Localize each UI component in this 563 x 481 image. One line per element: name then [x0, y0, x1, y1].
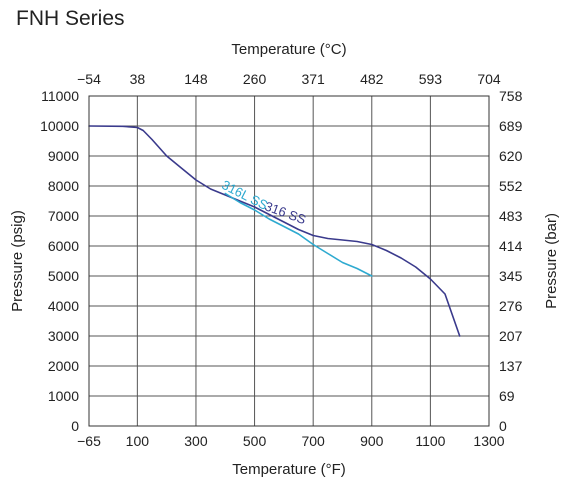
y-tick-label: 10000 [40, 118, 79, 134]
y2-tick-label: 276 [499, 298, 523, 314]
y-tick-label: 5000 [48, 268, 79, 284]
x2-tick-label: 260 [243, 71, 267, 87]
y2-tick-label: 207 [499, 328, 523, 344]
grid [89, 96, 489, 426]
y-tick-label: 0 [71, 418, 79, 434]
y2-axis-label: Pressure (bar) [543, 213, 560, 309]
x2-tick-label: 38 [130, 71, 146, 87]
x-tick-label: 900 [360, 433, 384, 449]
y-tick-label: 6000 [48, 238, 79, 254]
x2-tick-label: 148 [184, 71, 208, 87]
y-tick-label: 11000 [41, 88, 79, 104]
y2-tick-label: 552 [499, 178, 523, 194]
y-tick-label: 2000 [48, 358, 79, 374]
x-tick-label: −65 [77, 433, 101, 449]
x-axis-label: Temperature (°F) [232, 461, 346, 478]
x-tick-label: 300 [184, 433, 208, 449]
y-tick-label: 1000 [48, 388, 79, 404]
y2-tick-label: 69 [499, 388, 515, 404]
x2-tick-label: 371 [301, 71, 325, 87]
series-line-316-ss [88, 125, 461, 337]
x-tick-label: 1100 [415, 433, 445, 449]
y-axis-label: Pressure (psig) [9, 210, 26, 312]
x-tick-label: 700 [301, 433, 325, 449]
y2-tick-label: 758 [499, 88, 523, 104]
x2-axis-label: Temperature (°C) [231, 41, 346, 58]
x2-tick-label: 482 [360, 71, 384, 87]
tick-labels: −65 −54 100 38 300 148 500 260 700 371 900 482 1100 5… [40, 71, 523, 449]
y-tick-label: 4000 [48, 298, 79, 314]
chart-title: FNH Series [16, 7, 125, 30]
x2-tick-label: 593 [419, 71, 443, 87]
y2-tick-label: 0 [499, 418, 507, 434]
y-tick-label: 7000 [48, 208, 79, 224]
y2-tick-label: 483 [499, 208, 523, 224]
x-tick-label: 500 [243, 433, 267, 449]
y-tick-label: 3000 [48, 328, 79, 344]
y2-tick-label: 345 [499, 268, 523, 284]
y2-tick-label: 620 [499, 148, 523, 164]
y-tick-label: 9000 [48, 148, 79, 164]
series-line-316l-ss [224, 192, 373, 277]
x-tick-label: 100 [126, 433, 150, 449]
y-tick-label: 8000 [48, 178, 79, 194]
x2-tick-label: 704 [477, 71, 501, 87]
y2-tick-label: 137 [499, 358, 523, 374]
plot-frame [88, 95, 490, 427]
x2-tick-label: −54 [77, 71, 101, 87]
y2-tick-label: 414 [499, 238, 523, 254]
x-tick-label: 1300 [473, 433, 504, 449]
y2-tick-label: 689 [499, 118, 523, 134]
